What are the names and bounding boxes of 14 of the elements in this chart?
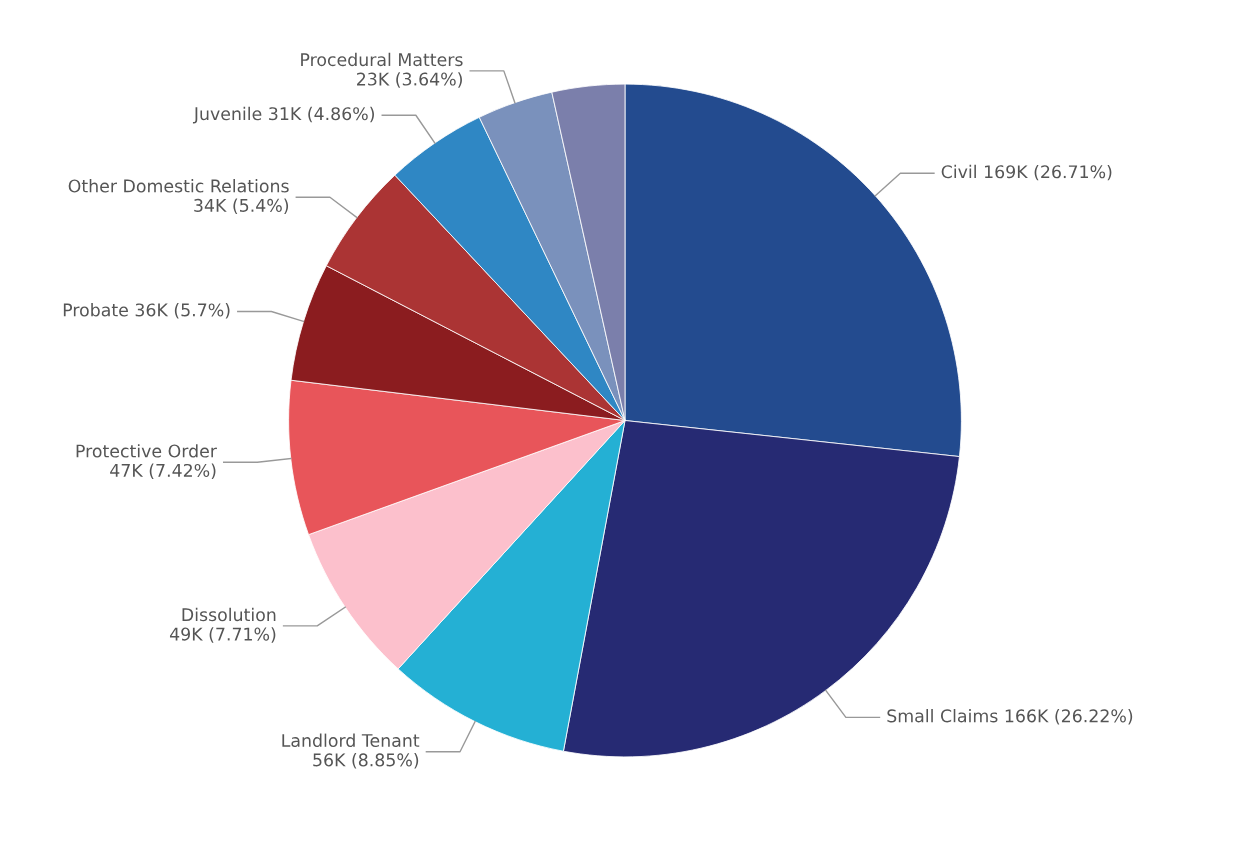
slice-label: Probate 36K (5.7%)	[63, 303, 230, 319]
slice-label: Small Claims 166K (26.22%)	[887, 708, 1133, 725]
slice-label: Other Domestic Relations	[68, 179, 289, 193]
slice-label: Dissolution	[182, 607, 276, 622]
data-label: 56K (8.85%)	[313, 753, 419, 769]
slice-label: Landlord Tenant	[282, 733, 420, 748]
data-label: 34K (5.4%)	[194, 198, 289, 215]
data-label: 23K (3.64%)	[357, 72, 462, 88]
slice-label: Juvenile 31K (4.86%)	[192, 106, 374, 124]
data-label: 49K (7.71%)	[169, 627, 276, 643]
slice-label: Procedural Matters	[301, 52, 463, 67]
slice-label: Civil 169K (26.71%)	[941, 164, 1112, 181]
slice-label: Protective Order	[76, 444, 217, 458]
data-label: 47K (7.42%)	[110, 463, 216, 480]
